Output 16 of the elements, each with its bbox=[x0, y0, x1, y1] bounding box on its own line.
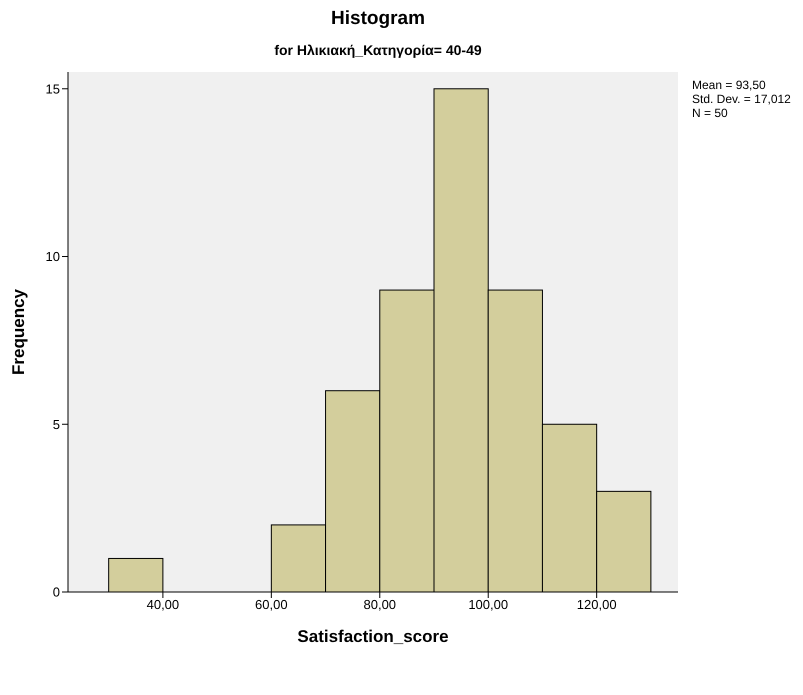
x-tick-label: 60,00 bbox=[255, 597, 288, 612]
y-axis-title: Frequency bbox=[9, 288, 28, 375]
text: Mean = 93,50 bbox=[692, 78, 767, 92]
x-tick-label: 80,00 bbox=[364, 597, 396, 612]
chart-subtitle: for Ηλικιακή_Κατηγορία= 40-49 bbox=[273, 42, 483, 58]
y-tick-label: 5 bbox=[52, 416, 60, 432]
x-tick-label: 40,00 bbox=[146, 597, 180, 612]
x-axis-title: Satisfaction_score bbox=[297, 627, 449, 646]
y-tick-label: 10 bbox=[46, 249, 60, 264]
chart-title: Histogram bbox=[330, 8, 426, 30]
x-tick-label: 120,00 bbox=[576, 597, 617, 612]
y-tick-label: 15 bbox=[46, 81, 60, 96]
x-tick-label: 100,00 bbox=[468, 597, 508, 612]
text: N = 50 bbox=[692, 106, 729, 120]
text: Std. Dev. = 17,012 bbox=[692, 92, 791, 106]
y-tick-label: 0 bbox=[52, 584, 60, 600]
